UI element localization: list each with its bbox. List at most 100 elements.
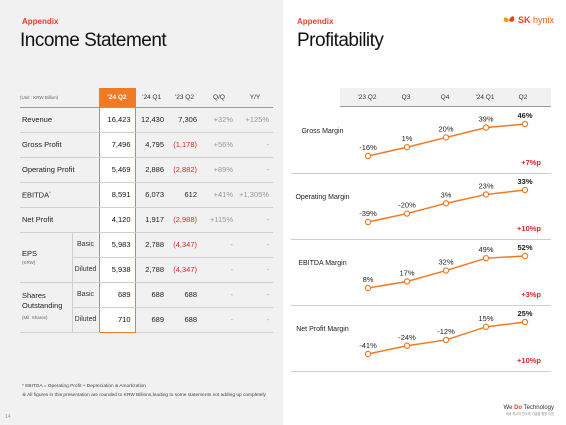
data-point	[482, 254, 490, 262]
table-row: Gross Profit 7,496 4,795 (1,178) +56% -	[20, 132, 273, 158]
data-label: 3%	[441, 190, 452, 199]
table-cell: 689	[98, 282, 136, 308]
data-point	[482, 323, 490, 331]
data-label: 15%	[478, 314, 493, 323]
sk-butterfly-icon	[503, 16, 515, 23]
margin-line-chart: 8% 17% 32% 49% 52%	[363, 243, 533, 292]
brand-wordmark: SK hynix	[518, 15, 554, 25]
shares-label-2: Outstanding	[22, 301, 63, 310]
row-label: EPS (KRW)	[20, 232, 72, 283]
tagline-pre: We	[503, 405, 515, 411]
row-label: EBITDA Margin	[298, 260, 347, 267]
data-point	[403, 342, 411, 349]
sub-label: Diluted	[71, 257, 99, 283]
table-cell: (1,178)	[168, 132, 201, 158]
shares-unit: (Mil. Shares)	[22, 315, 48, 320]
table-cell: (2,988)	[168, 207, 201, 233]
column-header: '24 Q2	[98, 88, 136, 108]
tagline: We Do Technology 세계 최고의 반도체 기술을 향한 도전	[504, 405, 554, 416]
table-cell: 688	[168, 282, 201, 308]
footnotes: * EBITDA = Operating Profit + Depreciati…	[22, 382, 266, 400]
data-point	[521, 318, 529, 326]
table-cell: -	[237, 132, 273, 158]
tagline-sub: 세계 최고의 반도체 기술을 향한 도전	[505, 412, 554, 416]
table-cell: 612	[168, 182, 201, 208]
data-label: 20%	[438, 124, 453, 133]
table-cell: 2,886	[135, 157, 168, 183]
table-cell: 688	[135, 282, 168, 308]
table-header-row: (Unit : KRW Billion) '24 Q2 '24 Q1 '23 Q…	[20, 88, 273, 108]
profitability-row: Net Profit Margin -41% -24% -12% 15% 25% +10%p	[291, 306, 551, 372]
margin-change-badge: +7%p	[521, 158, 541, 167]
data-label: 39%	[478, 115, 493, 124]
table-cell: -	[237, 282, 273, 308]
data-label: 1%	[402, 134, 413, 143]
table-row: Diluted 710 689 688 - -	[20, 307, 273, 333]
table-cell: 12,430	[135, 107, 168, 133]
unit-label: (Unit : KRW Billion)	[20, 88, 99, 108]
data-point	[364, 284, 372, 292]
shares-label: Shares	[22, 291, 46, 300]
table-cell: 689	[135, 307, 168, 333]
data-label: 25%	[517, 309, 532, 318]
table-cell: -	[237, 232, 273, 258]
table-cell: -	[201, 232, 237, 258]
table-cell: 16,423	[98, 107, 136, 133]
row-label: Net Profit	[20, 207, 99, 233]
table-cell: 710	[98, 307, 136, 333]
row-label: Revenue	[20, 107, 99, 133]
margin-line-chart: -16% 1% 20% 39% 46%	[359, 111, 533, 160]
data-label: -39%	[359, 209, 377, 218]
page-title: Profitability	[297, 30, 384, 51]
row-label: Shares Outstanding (Mil. Shares)	[20, 282, 72, 333]
table-cell: +41%	[201, 182, 237, 208]
profitability-panel: Appendix Profitability SK hynix	[283, 0, 566, 425]
row-label: EBITDA*	[20, 182, 99, 208]
tagline-do: Do	[514, 405, 523, 411]
data-point	[521, 252, 529, 260]
column-header: Y/Y	[237, 88, 273, 108]
appendix-label: Appendix	[22, 17, 59, 26]
data-point	[403, 210, 411, 217]
column-header: '23 Q2	[357, 94, 377, 101]
table-cell: 6,073	[135, 182, 168, 208]
table-cell: 8,591	[98, 182, 136, 208]
data-label: 17%	[399, 268, 414, 277]
tagline-post: Technology	[522, 405, 554, 411]
table-row: Diluted 5,938 2,788 (4,347) - -	[20, 257, 273, 283]
page-number: 14	[5, 414, 11, 420]
table-cell: 7,306	[168, 107, 201, 133]
data-label: -12%	[437, 327, 455, 336]
income-statement-panel: Appendix Income Statement (Unit : KRW Bi…	[0, 0, 283, 425]
table-cell: +32%	[201, 107, 237, 133]
data-label: -16%	[359, 143, 377, 152]
data-point	[442, 267, 450, 274]
column-header: Q4	[440, 94, 450, 101]
table-cell: 688	[168, 307, 201, 333]
table-cell: 2,788	[135, 232, 168, 258]
footnote-marker: *	[49, 189, 51, 195]
tagline-main: We Do Technology	[504, 405, 554, 411]
data-label: 32%	[438, 258, 453, 267]
table-cell: 5,983	[98, 232, 136, 258]
page-title: Income Statement	[20, 30, 167, 51]
eps-label: EPS	[22, 249, 38, 258]
table-row: EPS (KRW) Basic 5,983 2,788 (4,347) - -	[20, 232, 273, 283]
data-label: 46%	[517, 111, 532, 120]
profitability-row: EBITDA Margin 8% 17% 32% 49% 52% +3%p	[291, 240, 551, 306]
margin-line-chart: -41% -24% -12% 15% 25%	[359, 309, 533, 358]
table-cell: 2,788	[135, 257, 168, 283]
column-header: '23 Q2	[168, 88, 201, 108]
data-point	[364, 350, 372, 358]
data-point	[482, 124, 490, 131]
margin-change-badge: +3%p	[521, 290, 541, 299]
column-header: '24 Q1	[135, 88, 168, 108]
table-cell: +56%	[201, 132, 237, 158]
footnote-rounding: ※ All figures in this presentation are r…	[22, 393, 266, 398]
row-label: Operating Margin	[295, 194, 350, 201]
data-label: 49%	[478, 245, 493, 254]
sub-label: Basic	[71, 282, 99, 308]
data-point	[364, 152, 372, 160]
brand-hynix: hynix	[532, 15, 554, 25]
column-header: Q3	[401, 94, 411, 101]
